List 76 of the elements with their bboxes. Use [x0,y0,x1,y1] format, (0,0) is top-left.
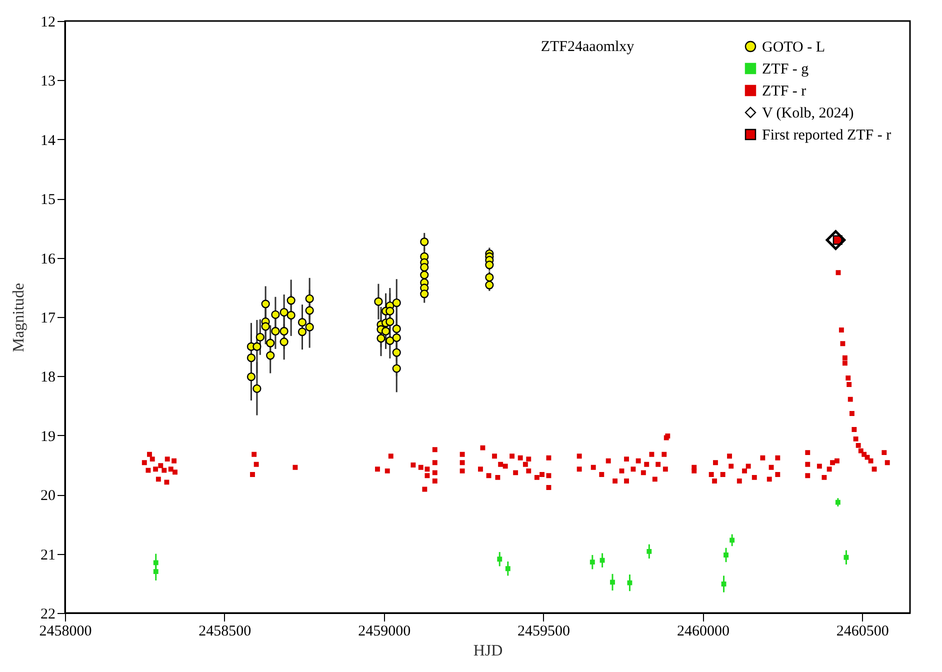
point [252,342,262,351]
point [420,238,429,246]
point [386,306,394,316]
legend-label: ZTF - g [762,62,810,78]
y-tick-label: 19 [40,428,56,445]
point [844,554,849,560]
x-tick-label: 2460500 [836,624,889,640]
text: ZTF24aaomlxy [540,39,635,55]
point [392,298,401,308]
point [305,294,314,303]
point [286,296,296,305]
point [392,324,401,334]
point [271,326,280,336]
y-tick-label: 16 [40,251,56,268]
point [298,328,307,336]
x-tick-label: 2458500 [198,624,252,640]
point [392,348,401,357]
y-tick-label: 13 [40,74,56,90]
point [252,384,262,393]
point [256,332,264,342]
y-tick-label: 20 [40,488,56,504]
legend-label: V (Kolb, 2024) [762,106,854,122]
x-tick-label: 2459000 [358,624,411,640]
point [280,308,288,317]
point [724,552,728,558]
point [721,582,726,586]
point [286,310,296,320]
y-tick-label: 22 [40,606,56,622]
point [280,338,288,346]
point [420,262,429,272]
point [246,354,256,362]
point [420,270,429,280]
point [392,333,401,342]
legend-label: ZTF - r [762,84,806,100]
point [271,310,280,319]
point [505,566,510,572]
point [305,322,314,332]
y-tick-label: 21 [40,547,56,564]
point [600,558,605,563]
point [610,580,615,585]
point [392,364,401,373]
point [420,290,429,298]
point [266,351,275,360]
point [381,326,390,336]
point [261,300,270,308]
legend-label: GOTO - L [762,40,826,56]
point [386,336,394,345]
point [826,230,846,250]
point [298,318,307,327]
point [305,306,314,315]
x-axis-title: HJD [473,642,503,660]
point [485,280,494,290]
point [730,538,735,543]
point [590,560,595,565]
y-tick-label: 18 [40,370,56,386]
y-axis-title: Magnitude [10,282,28,352]
point [261,322,270,331]
point [153,560,158,566]
point [497,556,502,562]
point [627,580,632,586]
x-tick-label: 2460000 [676,624,730,640]
point [280,326,288,336]
point [386,317,394,326]
point [646,548,652,554]
y-tick-label: 17 [40,310,56,326]
point [246,372,256,382]
point [266,338,275,348]
legend-label: First reported ZTF - r [762,128,892,144]
y-tick-label: 14 [40,132,56,149]
x-tick-label: 2458000 [39,624,92,640]
point [376,334,386,343]
point [374,297,383,306]
y-tick-label: 12 [40,14,56,30]
x-tick-label: 2459500 [518,624,570,640]
point [153,569,158,574]
y-tick-label: 15 [40,192,56,208]
